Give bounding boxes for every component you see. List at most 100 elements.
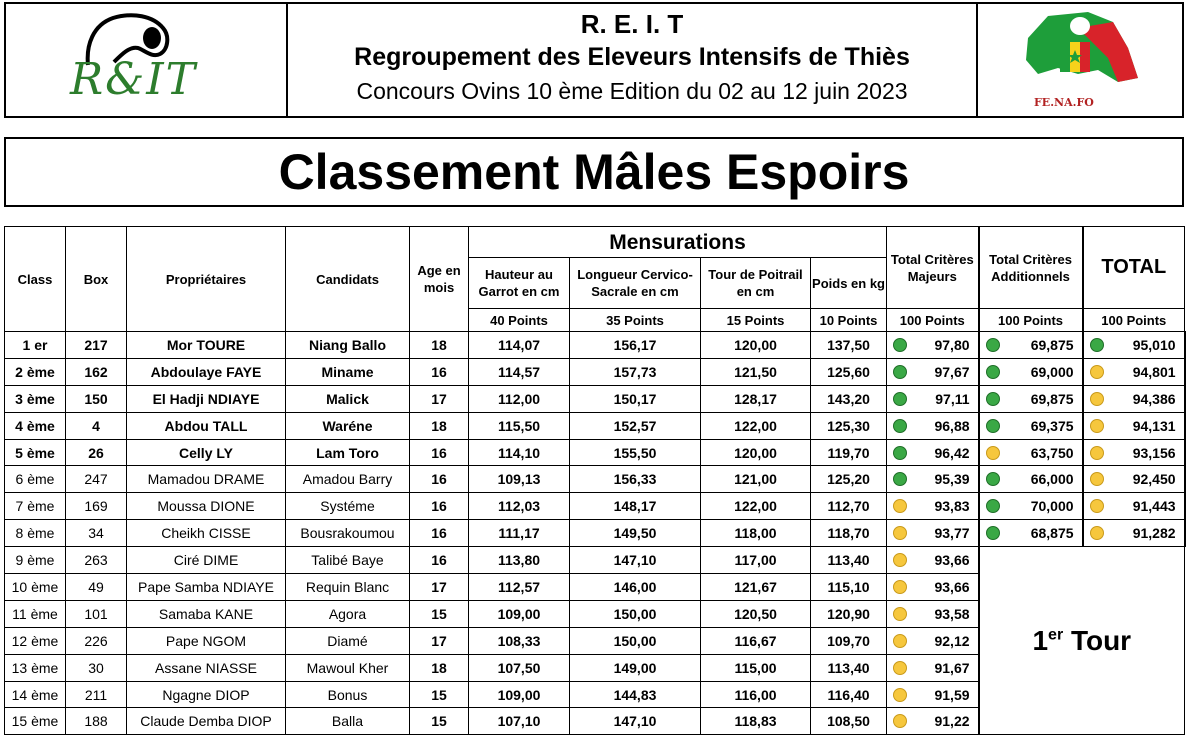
cell-age: 16 — [409, 465, 469, 494]
cell-owner-value: Abdou TALL — [164, 417, 248, 434]
cell-chest: 115,00 — [700, 653, 811, 682]
cell-major-value: 96,88 — [934, 417, 970, 434]
cell-height-value: 107,10 — [497, 713, 541, 730]
cell-box: 169 — [65, 492, 127, 521]
pts-length: 35 Points — [569, 308, 701, 332]
cell-weight-value: 143,20 — [827, 390, 870, 407]
tour-suffix: er — [1048, 626, 1064, 644]
cell-major: 91,67 — [886, 653, 980, 682]
cell-chest: 117,00 — [700, 546, 811, 575]
cell-height: 109,13 — [468, 465, 570, 494]
cell-weight: 115,10 — [809, 573, 888, 601]
cell-weight-value: 119,70 — [827, 444, 870, 461]
cell-owner: Pape Samba NDIAYE — [126, 573, 286, 601]
document-header: R&IT R. E. I. T Regroupement des Eleveur… — [4, 2, 1184, 118]
table-row: 5 ème 26 Celly LY Lam Toro 16 114,10 155,50 120… — [4, 438, 1186, 467]
page-title-box: Classement Mâles Espoirs — [4, 137, 1184, 207]
cell-box: 247 — [65, 465, 127, 494]
status-dot-icon — [1089, 391, 1104, 406]
tour-label: 1er Tour — [1032, 625, 1131, 656]
pts-weight: 10 Points — [809, 308, 888, 332]
cell-candidate-value: Balla — [331, 713, 364, 730]
col-owners: Propriétaires — [126, 226, 286, 332]
cell-candidate: Miname — [285, 357, 410, 386]
cell-length-value: 156,17 — [613, 336, 657, 353]
cell-weight: 113,40 — [809, 653, 888, 682]
cell-rank: 10 ème — [4, 573, 66, 601]
cell-major: 91,59 — [886, 680, 980, 709]
cell-rank: 5 ème — [4, 438, 66, 467]
cell-owner: Celly LY — [126, 438, 286, 467]
status-dot-icon — [985, 526, 1000, 541]
cell-additional-value: 70,000 — [1030, 498, 1074, 515]
cell-chest-value: 120,00 — [734, 444, 777, 461]
cell-owner: Mor TOURE — [126, 331, 286, 359]
cell-chest: 120,00 — [700, 331, 811, 359]
cell-major: 91,22 — [886, 707, 980, 735]
status-dot-icon — [893, 633, 908, 648]
cell-length: 147,10 — [569, 546, 701, 575]
status-dot-icon — [893, 526, 908, 541]
cell-length: 150,00 — [569, 599, 701, 628]
cell-length: 149,50 — [569, 519, 701, 548]
cell-box: 211 — [65, 680, 127, 709]
cell-additional: 66,000 — [977, 465, 1084, 494]
cell-length-value: 144,83 — [613, 686, 657, 703]
cell-age-value: 18 — [431, 659, 447, 676]
cell-additional: 69,375 — [977, 411, 1084, 440]
cell-candidate-value: Amadou Barry — [302, 471, 393, 488]
cell-chest-value: 128,17 — [734, 390, 777, 407]
cell-box: 30 — [65, 653, 127, 682]
cell-candidate-value: Systéme — [320, 498, 375, 515]
cell-candidate-value: Malick — [326, 390, 369, 407]
cell-owner: Samaba KANE — [126, 599, 286, 628]
cell-box-value: 30 — [88, 659, 104, 676]
cell-age: 17 — [409, 573, 469, 601]
status-dot-icon — [893, 606, 908, 621]
table-row: 11 ème 101 Samaba KANE Agora 15 109,00 150,00 1… — [4, 599, 1185, 628]
status-dot-icon — [893, 418, 908, 433]
cell-box: 263 — [65, 546, 127, 575]
cell-age: 16 — [409, 438, 469, 467]
cell-major-value: 91,22 — [934, 713, 970, 730]
cell-total: 93,156 — [1081, 438, 1186, 467]
cell-age-value: 16 — [431, 552, 447, 569]
cell-age-value: 17 — [431, 632, 447, 649]
cell-length: 149,00 — [569, 653, 701, 682]
cell-rank: 13 ème — [4, 653, 66, 682]
cell-owner-value: El Hadji NDIAYE — [152, 390, 260, 407]
status-dot-icon — [985, 499, 1000, 514]
cell-box-value: 150 — [84, 390, 108, 407]
cell-length: 157,73 — [569, 357, 701, 386]
cell-candidate: Bousrakoumou — [285, 519, 410, 548]
cell-box-value: 49 — [88, 578, 104, 595]
cell-box: 226 — [65, 626, 127, 655]
cell-major-value: 97,11 — [935, 390, 970, 407]
cell-length-value: 157,73 — [613, 363, 657, 380]
cell-height-value: 114,57 — [497, 363, 541, 380]
cell-rank-value: 1 er — [22, 336, 48, 353]
cell-age: 16 — [409, 492, 469, 521]
cell-candidate-value: Niang Ballo — [308, 336, 386, 353]
cell-age: 17 — [409, 384, 469, 413]
cell-chest: 121,00 — [700, 465, 811, 494]
cell-age-value: 17 — [431, 390, 447, 407]
cell-length: 148,17 — [569, 492, 701, 521]
cell-candidate-value: Talibé Baye — [311, 552, 384, 569]
cell-chest-value: 117,00 — [734, 552, 777, 569]
cell-major: 97,67 — [886, 357, 980, 386]
cell-weight: 108,50 — [809, 707, 888, 735]
cell-rank: 4 ème — [4, 411, 66, 440]
cell-height: 114,57 — [468, 357, 570, 386]
cell-length: 152,57 — [569, 411, 701, 440]
cell-age-value: 16 — [431, 471, 447, 488]
table-row: 7 ème 169 Moussa DIONE Systéme 16 112,03 148,1… — [4, 492, 1186, 521]
cell-owner-value: Ciré DIME — [173, 552, 239, 569]
cell-weight-value: 109,70 — [827, 632, 870, 649]
status-dot-icon — [893, 660, 908, 675]
cell-additional: 68,875 — [977, 519, 1084, 548]
tour-word: Tour — [1070, 624, 1132, 656]
cell-height-value: 111,17 — [498, 525, 540, 542]
cell-age-value: 17 — [431, 578, 447, 595]
cell-rank-value: 7 ème — [15, 498, 55, 515]
